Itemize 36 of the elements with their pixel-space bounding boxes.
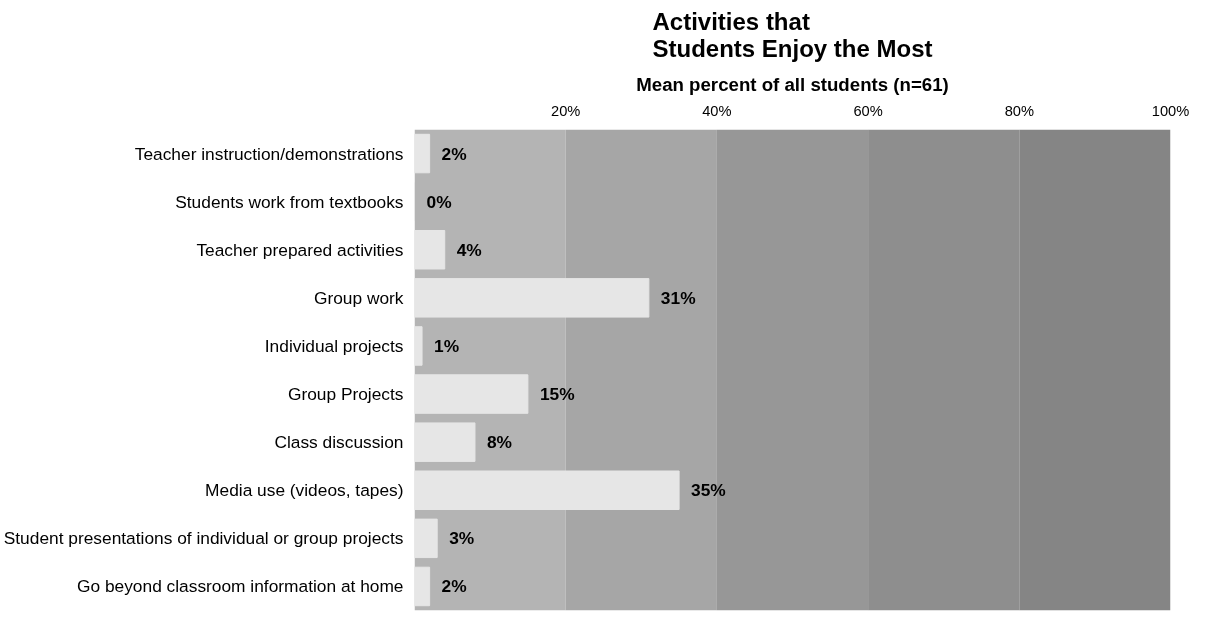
- bar: [414, 374, 529, 414]
- chart-subtitle: Mean percent of all students (n=61): [636, 73, 949, 95]
- data-label: 1%: [434, 335, 460, 356]
- data-label: 3%: [449, 528, 475, 549]
- data-label: 2%: [441, 143, 467, 164]
- data-label: 31%: [660, 287, 696, 308]
- data-label: 15%: [539, 384, 575, 405]
- bar: [414, 518, 438, 559]
- bar: [414, 278, 650, 318]
- chart-title: Activities that Students Enjoy the Most: [652, 7, 933, 62]
- data-label: 35%: [691, 480, 726, 501]
- bar: [414, 470, 680, 510]
- data-label: 0%: [426, 191, 452, 212]
- bar: [414, 566, 431, 607]
- bar: [414, 230, 446, 270]
- bar: [414, 326, 423, 366]
- y-tick-label: Media use (videos, tapes): [205, 480, 404, 501]
- y-tick-label: Students work from textbooks: [175, 191, 404, 212]
- y-tick-label: Teacher instruction/demonstrations: [134, 143, 404, 164]
- y-tick-label: Individual projects: [264, 335, 404, 356]
- y-tick-label: Student presentations of individual or group projects: [3, 528, 404, 549]
- bar: [414, 422, 476, 462]
- y-tick-label: Class discussion: [274, 432, 404, 453]
- y-tick-label: Teacher prepared activities: [196, 239, 404, 260]
- y-tick-label: Group work: [313, 287, 404, 308]
- x-tick-label: 60%: [853, 102, 883, 119]
- data-label: 2%: [441, 576, 467, 597]
- x-tick-label: 40%: [702, 102, 732, 119]
- data-label: 4%: [456, 239, 482, 260]
- x-tick-label: 20%: [551, 102, 581, 119]
- y-tick-label: Group Projects: [287, 384, 404, 405]
- x-tick-label: 80%: [1004, 102, 1034, 119]
- x-tick-label: 100%: [1151, 102, 1190, 119]
- y-tick-label: Go beyond classroom information at home: [76, 576, 404, 597]
- bar: [414, 133, 431, 174]
- data-label: 8%: [486, 432, 513, 453]
